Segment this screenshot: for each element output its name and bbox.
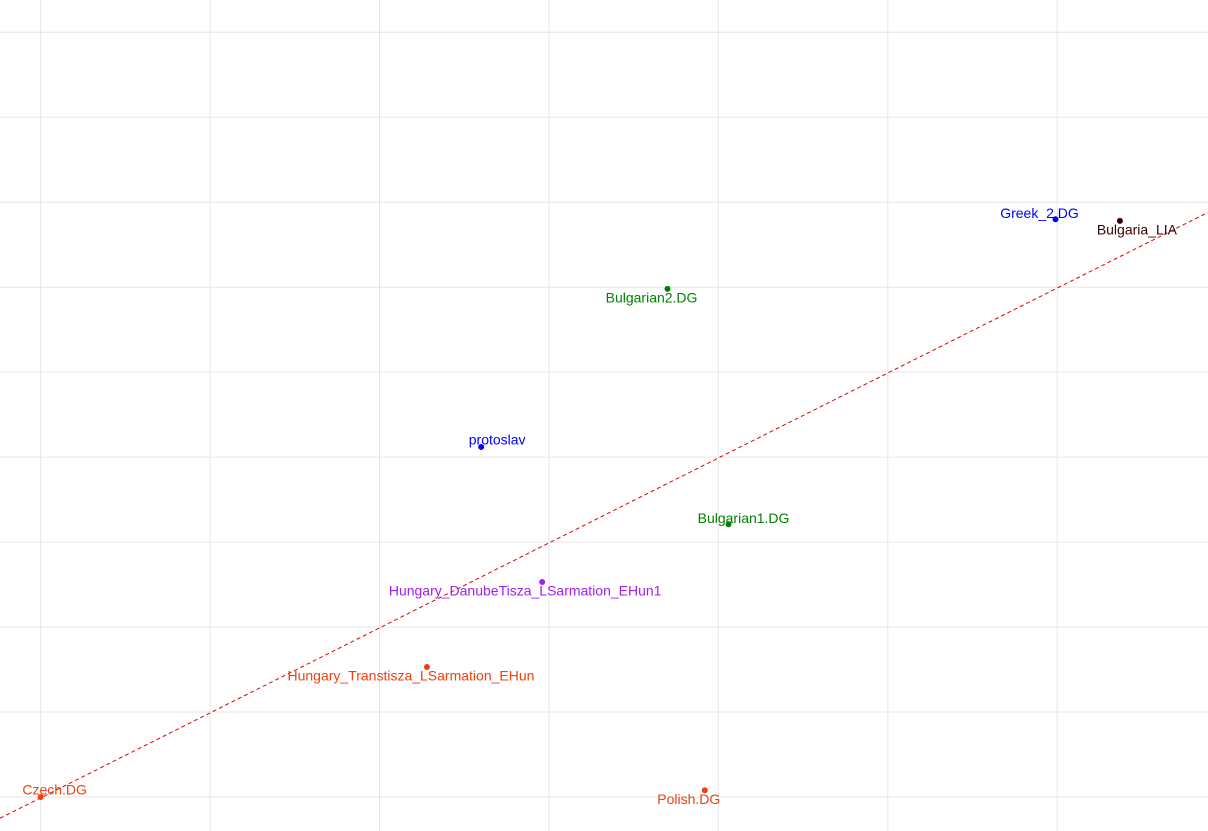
- point: [725, 521, 732, 528]
- point-label: Hungary_Transtisza_LSarmation_EHun: [287, 668, 534, 684]
- point-label: Bulgaria_LIA: [1097, 222, 1178, 238]
- point-label: Bulgarian2.DG: [606, 290, 698, 306]
- point: [423, 664, 430, 671]
- trend-line: [0, 211, 1208, 819]
- point-label: protoslav: [469, 432, 526, 448]
- point: [1116, 217, 1123, 224]
- point: [664, 285, 671, 292]
- point-label: Polish.DG: [657, 791, 720, 807]
- point: [1052, 216, 1059, 223]
- point: [478, 443, 485, 450]
- point-label: Czech.DG: [22, 782, 87, 798]
- point: [539, 579, 546, 586]
- point-label: Hungary_DanubeTisza_LSarmation_EHun1: [389, 583, 662, 599]
- point-label: Bulgarian1.DG: [698, 510, 790, 526]
- point-label: Greek_2.DG: [1000, 205, 1079, 221]
- point: [37, 794, 44, 801]
- point: [701, 787, 708, 794]
